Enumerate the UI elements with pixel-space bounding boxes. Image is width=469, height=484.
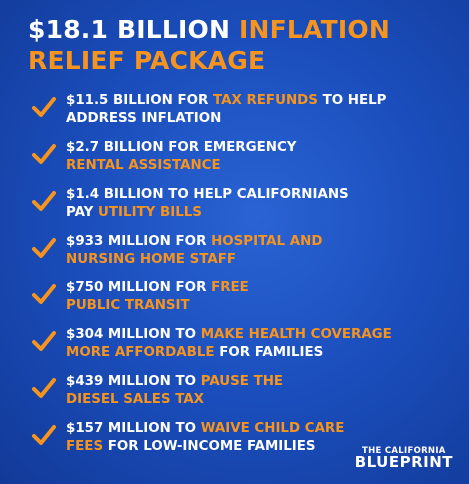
checkmark <box>32 191 56 211</box>
highlight-text: PAUSE THE <box>200 374 284 389</box>
highlight-text: PUBLIC TRANSIT <box>66 298 190 313</box>
checkmark <box>32 97 56 117</box>
text-line: NURSING HOME STAFF <box>66 251 322 269</box>
text-line: FEES FOR LOW-INCOME FAMILIES <box>66 438 344 456</box>
highlight-text: WAIVE CHILD CARE <box>200 421 345 436</box>
highlight-text: MORE AFFORDABLE <box>66 345 215 360</box>
text: $157 MILLION TO <box>66 421 197 436</box>
highlight-text: INFLATION <box>238 15 390 44</box>
text-line: PAY UTILITY BILLS <box>66 204 349 222</box>
text: $1.4 BILLION TO HELP CALIFORNIANS <box>66 187 349 202</box>
text-line: $933 MILLION FOR HOSPITAL AND <box>66 233 322 251</box>
text-line: ADDRESS INFLATION <box>66 110 386 128</box>
text-line: DIESEL SALES TAX <box>66 391 283 409</box>
highlight-text: FREE <box>211 280 249 295</box>
highlight-text: RELIEF PACKAGE <box>28 46 266 75</box>
text-line: $18.1 BILLION INFLATION <box>28 14 390 45</box>
list-item: $933 MILLION FOR HOSPITAL AND NURSING HOM… <box>66 233 322 269</box>
text: $933 MILLION FOR <box>66 234 207 249</box>
text: $18.1 BILLION <box>28 15 231 44</box>
checkmark <box>32 425 56 445</box>
highlight-text: RENTAL ASSISTANCE <box>66 158 221 173</box>
list-item: $157 MILLION TO WAIVE CHILD CARE FEES FOR… <box>66 420 344 456</box>
list-item: $1.4 BILLION TO HELP CALIFORNIANS PAY UTI… <box>66 186 349 222</box>
text-line: $750 MILLION FOR FREE <box>66 279 249 297</box>
title: $18.1 BILLION INFLATION RELIEF PACKAGE <box>28 14 390 76</box>
text-line: MORE AFFORDABLE FOR FAMILIES <box>66 344 392 362</box>
checkmark <box>32 144 56 164</box>
list-item: $11.5 BILLION FOR TAX REFUNDS TO HELP ADD… <box>66 92 386 128</box>
text: PAY <box>66 205 94 220</box>
text: $750 MILLION FOR <box>66 280 207 295</box>
list-item: $750 MILLION FOR FREE PUBLIC TRANSIT <box>66 279 249 315</box>
checkmark <box>32 238 56 258</box>
list-item: $439 MILLION TO PAUSE THE DIESEL SALES TA… <box>66 373 283 409</box>
text: ADDRESS INFLATION <box>66 111 222 126</box>
text-line: $1.4 BILLION TO HELP CALIFORNIANS <box>66 186 349 204</box>
text: TO HELP <box>322 93 387 108</box>
text-line: $157 MILLION TO WAIVE CHILD CARE <box>66 420 344 438</box>
text: $304 MILLION TO <box>66 327 197 342</box>
text-line: PUBLIC TRANSIT <box>66 297 249 315</box>
list-item: $2.7 BILLION FOR EMERGENCY RENTAL ASSISTA… <box>66 139 297 175</box>
highlight-text: TAX REFUNDS <box>213 93 318 108</box>
text-line: $304 MILLION TO MAKE HEALTH COVERAGE <box>66 326 392 344</box>
text: FOR LOW-INCOME FAMILIES <box>107 439 316 454</box>
highlight-text: NURSING HOME STAFF <box>66 252 236 267</box>
text-line: $2.7 BILLION FOR EMERGENCY <box>66 139 297 157</box>
logo: THE CALIFORNIA BLUEPRINT <box>354 445 453 471</box>
logo-line: BLUEPRINT <box>354 453 453 471</box>
highlight-text: FEES <box>66 439 104 454</box>
checkmark <box>32 378 56 398</box>
text-line: $11.5 BILLION FOR TAX REFUNDS TO HELP <box>66 92 386 110</box>
text: $2.7 BILLION FOR EMERGENCY <box>66 140 297 155</box>
text-line: RELIEF PACKAGE <box>28 45 390 76</box>
checkmark <box>32 331 56 351</box>
text-line: $439 MILLION TO PAUSE THE <box>66 373 283 391</box>
text: $11.5 BILLION FOR <box>66 93 209 108</box>
highlight-text: UTILITY BILLS <box>98 205 202 220</box>
text: FOR FAMILIES <box>219 345 324 360</box>
checkmark <box>32 284 56 304</box>
logo-line: THE CALIFORNIA <box>361 445 446 456</box>
highlight-text: HOSPITAL AND <box>211 234 323 249</box>
list-item: $304 MILLION TO MAKE HEALTH COVERAGE MORE… <box>66 326 392 362</box>
text: $439 MILLION TO <box>66 374 197 389</box>
highlight-text: DIESEL SALES TAX <box>66 392 205 407</box>
highlight-text: MAKE HEALTH COVERAGE <box>200 327 392 342</box>
text-line: RENTAL ASSISTANCE <box>66 157 297 175</box>
